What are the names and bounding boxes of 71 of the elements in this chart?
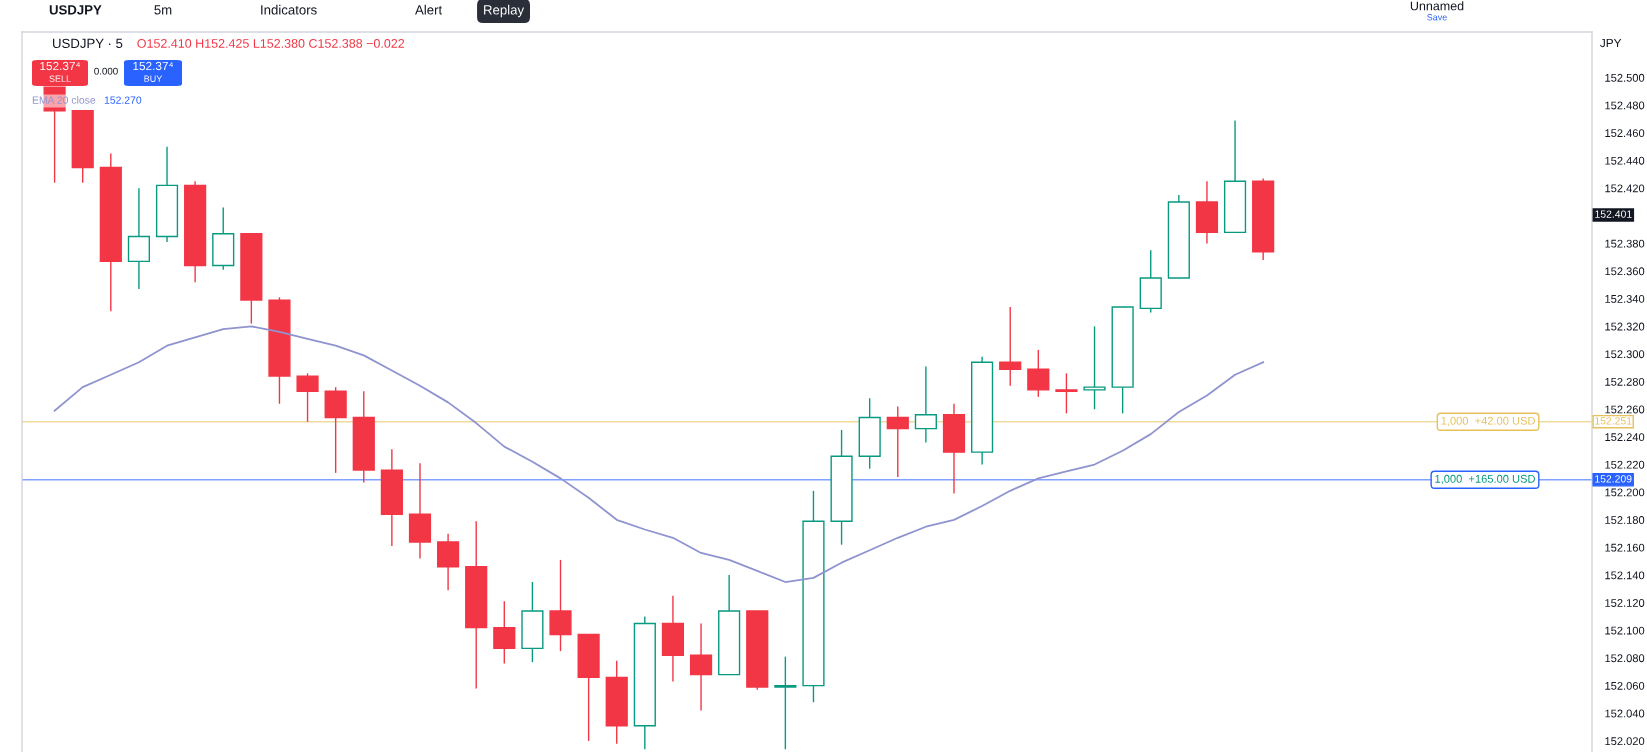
candlestick: [1223, 119, 1247, 234]
candlestick: [1195, 180, 1219, 245]
candlestick: [127, 187, 151, 290]
ref-line-label: 1,000 +42.00 USD: [1441, 416, 1535, 427]
text: Alert: [415, 4, 443, 15]
y-tick-label: 152.020: [1605, 737, 1645, 746]
candlestick: [184, 180, 207, 283]
candlestick: [99, 152, 122, 312]
candlestick: [1252, 177, 1275, 261]
y-tick-label: 152.340: [1605, 294, 1645, 303]
y-tick-label: 152.080: [1605, 654, 1645, 663]
candlestick: [155, 146, 179, 243]
y-tick-label: 152.440: [1605, 156, 1645, 165]
y-tick-label: 152.380: [1605, 239, 1645, 248]
y-tick-label: 152.460: [1605, 129, 1645, 138]
y-tick-label: 152.240: [1605, 433, 1645, 442]
chart-subtitle: O152.410 H152.425 L152.380 C152.388 −0.022: [137, 39, 405, 48]
y-tick-label: 152.480: [1605, 101, 1645, 110]
candlestick: [830, 429, 853, 546]
line-series: [53, 325, 1265, 583]
candlestick: [914, 365, 937, 444]
candlestick: [380, 448, 403, 547]
text: Unnamed: [1410, 1, 1464, 11]
candlestick: [577, 633, 600, 742]
text: Replay: [484, 4, 525, 18]
candlestick: [942, 403, 966, 495]
y-tick-label: 152.060: [1605, 681, 1645, 690]
text: 152.251: [1595, 417, 1632, 425]
annotation: 152.37⁴: [133, 61, 173, 71]
ref-line-label: 1,000 +165.00 USD: [1435, 474, 1535, 485]
y-tick-label: 152.040: [1605, 709, 1645, 718]
text: Indicators: [261, 4, 317, 15]
candlestick: [240, 233, 263, 325]
text: 152.209: [1595, 475, 1632, 483]
annotation: 152.270: [104, 96, 142, 104]
candlestick: [774, 655, 797, 750]
text: 152.401: [1595, 210, 1632, 218]
candlestick: [1111, 306, 1134, 415]
y-tick-label: 152.100: [1605, 626, 1645, 635]
y-tick-label: 152.160: [1605, 543, 1645, 552]
y-tick-label: 152.260: [1605, 405, 1645, 414]
annotation: SELL: [49, 75, 71, 82]
text: USDJPY: [49, 5, 102, 15]
y-tick-label: 152.500: [1605, 73, 1645, 82]
candlestick: [971, 356, 994, 466]
text: Save: [1427, 14, 1447, 21]
y-tick-label: 152.360: [1605, 267, 1645, 276]
y-tick-label: 152.420: [1605, 184, 1645, 193]
y-axis-title: JPY: [1600, 38, 1622, 48]
candlestick: [465, 520, 488, 690]
y-tick-label: 152.300: [1605, 350, 1645, 359]
y-tick-label: 152.320: [1605, 322, 1645, 331]
annotation: 0.000: [94, 67, 118, 75]
annotation: BUY: [144, 75, 163, 82]
candlestick: [689, 622, 713, 712]
y-tick-label: 152.180: [1605, 516, 1645, 524]
candlestick: [408, 462, 432, 560]
y-tick-label: 152.200: [1605, 488, 1645, 497]
candlestick: [633, 615, 656, 750]
text: 5m: [154, 5, 172, 15]
y-tick-label: 152.140: [1605, 571, 1645, 580]
candlestick: [661, 595, 685, 683]
candlestick: [718, 574, 741, 676]
y-tick-label: 152.220: [1605, 460, 1645, 469]
candlestick: [436, 532, 460, 592]
y-tick-label: 152.120: [1605, 599, 1645, 607]
chart-title: USDJPY · 5: [53, 38, 123, 49]
y-tick-label: 152.280: [1605, 377, 1645, 386]
candlestick: [1083, 325, 1106, 410]
candlestick: [1167, 194, 1190, 279]
annotation: 152.37⁴: [40, 61, 80, 71]
